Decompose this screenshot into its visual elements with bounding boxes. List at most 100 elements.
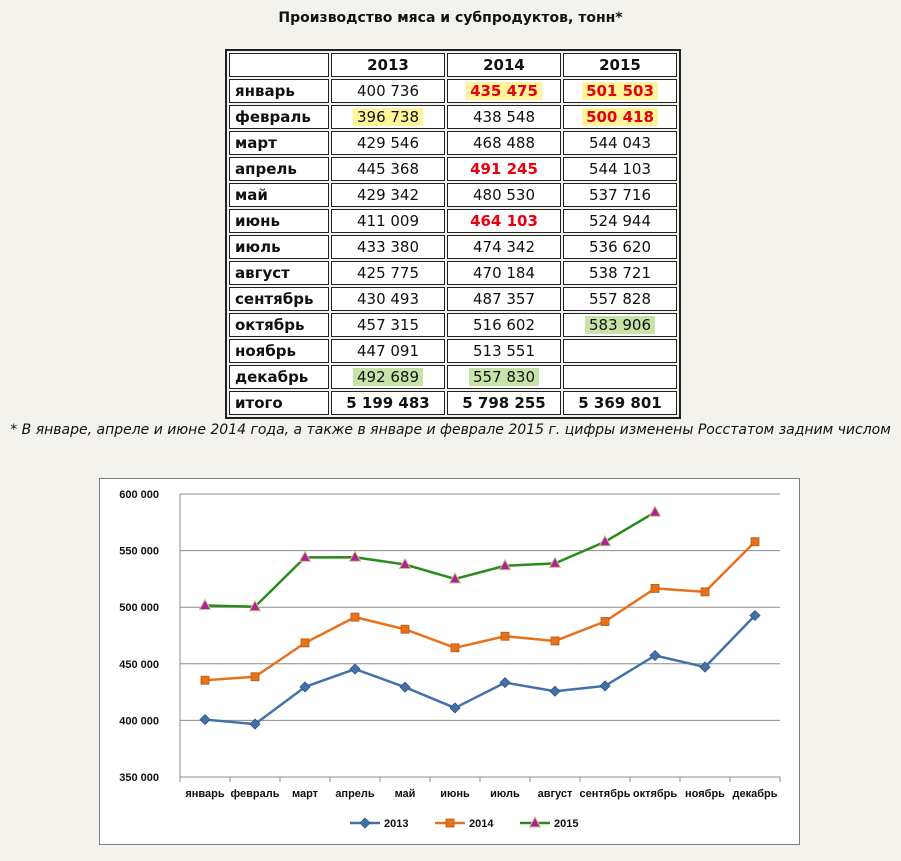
cell-value: 513 551 <box>472 342 536 360</box>
x-tick-label: февраль <box>231 788 280 800</box>
data-point-2015 <box>448 571 462 584</box>
y-tick-label: 450 000 <box>119 659 159 671</box>
cell-value: 429 546 <box>356 134 420 152</box>
cell-value: 468 488 <box>472 134 536 152</box>
x-tick-label: июль <box>490 788 520 800</box>
cell-value: 457 315 <box>356 316 420 334</box>
data-point-2014 <box>350 612 360 622</box>
total-label: итого <box>229 391 329 415</box>
table-cell: 501 503 <box>563 79 677 103</box>
table-row: февраль 396 738 438 548 500 418 <box>229 105 677 129</box>
data-point-2014 <box>200 675 210 685</box>
cell-value: 430 493 <box>356 290 420 308</box>
cell-value: 435 475 <box>466 82 542 100</box>
x-tick-label: июнь <box>440 788 470 800</box>
month-label: май <box>229 183 329 207</box>
cell-value: 557 828 <box>588 290 652 308</box>
table-row: сентябрь 430 493 487 357 557 828 <box>229 287 677 311</box>
cell-value: 438 548 <box>472 108 536 126</box>
month-label: февраль <box>229 105 329 129</box>
table-row: июль 433 380 474 342 536 620 <box>229 235 677 259</box>
x-tick-label: январь <box>185 788 225 800</box>
data-point-2014 <box>650 584 660 593</box>
cell-value: 524 944 <box>588 212 652 230</box>
cell-value <box>616 342 624 360</box>
month-label: ноябрь <box>229 339 329 363</box>
x-tick-label: декабрь <box>733 788 778 800</box>
data-point-2014 <box>450 643 460 653</box>
x-tick-label: апрель <box>335 788 375 800</box>
table-cell: 430 493 <box>331 287 445 311</box>
cell-value: 487 357 <box>472 290 536 308</box>
table-cell: 445 368 <box>331 157 445 181</box>
table-row: март 429 546 468 488 544 043 <box>229 131 677 155</box>
table-row: ноябрь 447 091 513 551 <box>229 339 677 363</box>
table-cell: 500 418 <box>563 105 677 129</box>
table-cell: 468 488 <box>447 131 561 155</box>
cell-value: 500 418 <box>582 108 658 126</box>
cell-value: 544 043 <box>588 134 652 152</box>
table-cell: 557 830 <box>447 365 561 389</box>
footnote: * В январе, апреле и июне 2014 года, а т… <box>10 422 891 438</box>
table-cell: 396 738 <box>331 105 445 129</box>
legend-label: 2013 <box>384 818 408 830</box>
header-year: 2014 <box>447 53 561 77</box>
cell-value: 480 530 <box>472 186 536 204</box>
data-point-2014 <box>700 587 710 597</box>
series-line-2014 <box>204 540 756 682</box>
table-row: май 429 342 480 530 537 716 <box>229 183 677 207</box>
month-label: август <box>229 261 329 285</box>
cell-value: 445 368 <box>356 160 420 178</box>
table-cell: 400 736 <box>331 79 445 103</box>
cell-value: 583 906 <box>584 316 656 334</box>
y-tick-label: 400 000 <box>119 715 159 727</box>
data-point-2013 <box>749 609 761 622</box>
header-year: 2013 <box>331 53 445 77</box>
cell-value: 411 009 <box>356 212 420 230</box>
cell-value <box>616 368 624 386</box>
table-cell: 470 184 <box>447 261 561 285</box>
cell-value: 429 342 <box>356 186 420 204</box>
table-cell: 474 342 <box>447 235 561 259</box>
table-cell: 411 009 <box>331 209 445 233</box>
table-cell: 492 689 <box>331 365 445 389</box>
cell-value: 557 830 <box>468 368 540 386</box>
cell-value: 536 620 <box>588 238 652 256</box>
cell-value: 396 738 <box>352 108 424 126</box>
production-table: 2013 2014 2015 январь 400 736 435 475 501 5… <box>225 49 681 419</box>
data-point-2013 <box>549 685 561 697</box>
data-point-2013 <box>499 677 511 689</box>
table-cell: 513 551 <box>447 339 561 363</box>
series-line-2015 <box>204 511 656 608</box>
cell-value: 433 380 <box>356 238 420 256</box>
data-point-2015 <box>398 557 412 570</box>
table-cell: 438 548 <box>447 105 561 129</box>
cell-value: 516 602 <box>472 316 536 334</box>
cell-value: 492 689 <box>352 368 424 386</box>
table-cell: 544 103 <box>563 157 677 181</box>
table-cell: 516 602 <box>447 313 561 337</box>
data-point-2015 <box>198 598 212 610</box>
table-cell: 429 342 <box>331 183 445 207</box>
header-year: 2015 <box>563 53 677 77</box>
table-row: октябрь 457 315 516 602 583 906 <box>229 313 677 337</box>
table-cell: 433 380 <box>331 235 445 259</box>
legend-label: 2015 <box>554 818 578 830</box>
data-point-2014 <box>400 624 410 634</box>
data-point-2013 <box>299 681 311 693</box>
data-point-2013 <box>199 714 211 726</box>
legend-marker-2015 <box>528 815 542 828</box>
cell-value: 501 503 <box>582 82 658 100</box>
month-label: апрель <box>229 157 329 181</box>
data-point-2014 <box>500 631 510 641</box>
total-cell: 5 199 483 <box>331 391 445 415</box>
table-row: август 425 775 470 184 538 721 <box>229 261 677 285</box>
line-chart: 350 000 400 000 450 000 500 000 550 000 600 0… <box>119 489 781 830</box>
total-cell: 5 369 801 <box>563 391 677 415</box>
table-cell: 464 103 <box>447 209 561 233</box>
page-title: Производство мяса и субпродуктов, тонн* <box>278 10 623 26</box>
data-point-2015 <box>548 556 562 568</box>
data-point-2014 <box>300 638 310 648</box>
data-point-2013 <box>449 702 461 714</box>
cell-value: 425 775 <box>356 264 420 282</box>
